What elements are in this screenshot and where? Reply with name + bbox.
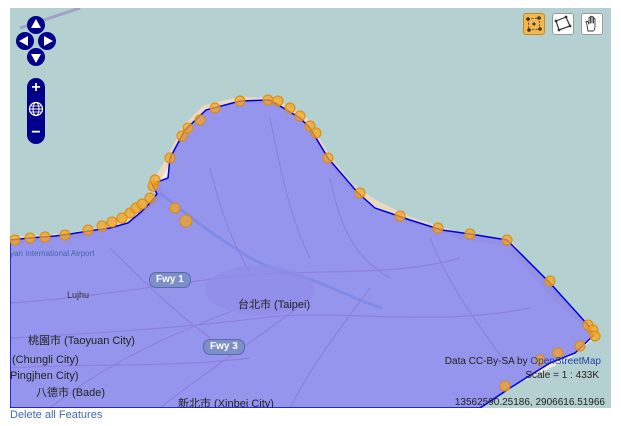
editing-toolbar xyxy=(523,13,603,35)
polygon-icon xyxy=(554,15,572,32)
attribution-text: Data CC-By-SA by xyxy=(444,356,531,367)
place-label-pingjhen: Pingjhen City) xyxy=(10,370,79,382)
zoom-out-button[interactable]: − xyxy=(31,124,41,141)
place-label-chungli: (Chungli City) xyxy=(12,354,79,366)
place-label-taoyuan: 桃園市 (Taoyuan City) xyxy=(28,335,135,347)
pan-right-icon[interactable] xyxy=(38,32,56,50)
navigate-tool[interactable] xyxy=(581,13,603,35)
mouse-position-readout: 13562590.25186, 2906616.51966 xyxy=(454,397,605,408)
pan-down-icon[interactable] xyxy=(27,48,45,66)
globe-icon[interactable] xyxy=(28,101,44,117)
draw-polygon-tool[interactable] xyxy=(552,13,574,35)
hand-icon xyxy=(585,15,596,32)
pan-up-icon[interactable] xyxy=(27,16,45,34)
zoom-in-button[interactable]: + xyxy=(31,79,41,96)
scale-readout: Scale = 1 : 433K xyxy=(525,370,599,381)
highway-shield-fwy1: Fwy 1 xyxy=(149,272,191,288)
delete-all-features-link[interactable]: Delete all Features xyxy=(10,409,103,421)
place-label-taipei: 台北市 (Taipei) xyxy=(238,299,311,311)
draw-point-tool[interactable] xyxy=(523,13,545,35)
map-viewport[interactable]: 台北市 (Taipei) 桃園市 (Taoyuan City) (Chungli… xyxy=(10,8,611,408)
place-label-xinbei: 新北市 (Xinbei City) xyxy=(178,398,274,408)
zoom-bar: + − xyxy=(27,78,45,144)
vertex-markers xyxy=(10,94,601,392)
pan-left-icon[interactable] xyxy=(16,32,34,50)
map-base-layer xyxy=(10,8,601,408)
attribution: Data CC-By-SA by OpenStreetMap xyxy=(445,356,601,367)
vertex-points-icon xyxy=(526,16,542,32)
place-label-airport: yan International Airport xyxy=(10,249,95,258)
place-label-bade: 八德市 (Bade) xyxy=(36,387,106,399)
highway-shield-fwy3: Fwy 3 xyxy=(203,339,245,355)
openstreetmap-link[interactable]: OpenStreetMap xyxy=(530,356,601,367)
place-label-lujhu: Lujhu xyxy=(67,290,90,300)
